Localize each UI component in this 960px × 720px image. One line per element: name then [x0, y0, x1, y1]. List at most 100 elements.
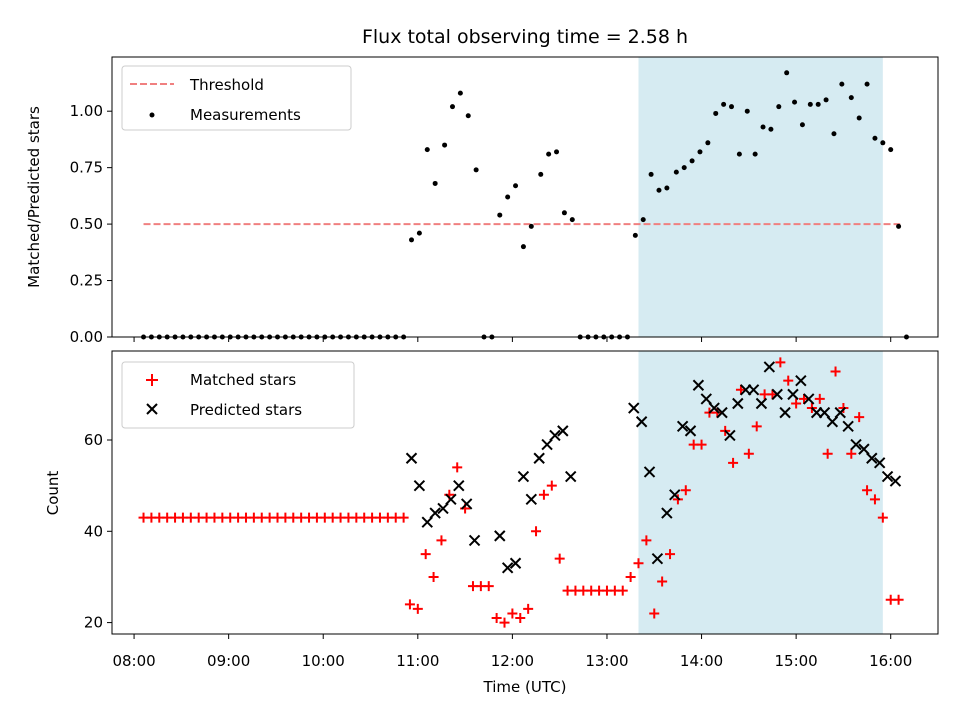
bottom-panel-data-layer: [138, 357, 904, 628]
measurement-point: [432, 180, 438, 186]
legend-measurements-swatch: [149, 112, 155, 118]
measurement-point: [449, 104, 455, 110]
predicted-star-point: [873, 457, 886, 469]
predicted-star-point: [708, 402, 720, 414]
matched-star-point: [554, 553, 565, 564]
predicted-star-point: [747, 384, 760, 396]
predicted-star-point: [628, 402, 640, 414]
measurement-point: [442, 142, 448, 148]
predicted-star-point: [437, 502, 449, 515]
y-tick-label: 20: [84, 614, 103, 632]
matched-star-point: [515, 613, 526, 624]
predicted-star-point: [850, 438, 862, 451]
bottom-legend-box: [121, 361, 355, 429]
measurement-point: [713, 110, 719, 116]
measurement-point: [673, 169, 679, 175]
matched-star-point: [499, 617, 510, 628]
matched-star-point: [404, 599, 415, 610]
y-tick-label: 40: [84, 522, 103, 540]
predicted-star-point: [509, 557, 522, 569]
measurement-point: [528, 223, 534, 229]
matched-star-point: [641, 535, 652, 546]
top-observing-window-span: [638, 57, 883, 337]
bottom-observing-window-span: [638, 351, 883, 634]
measurement-point: [681, 165, 687, 171]
measurement-point: [831, 131, 837, 137]
matched-star-point: [531, 526, 542, 537]
predicted-star-point: [494, 530, 506, 542]
x-tick-label: 14:00: [680, 652, 723, 670]
matched-star-point: [854, 412, 865, 423]
predicted-star-point: [460, 498, 473, 510]
measurement-point: [792, 99, 798, 105]
chart-title: Flux total observing time = 2.58 h: [362, 26, 688, 48]
matched-star-point: [483, 581, 494, 592]
matched-star-point: [877, 512, 888, 523]
legend-predicted-label: Predicted stars: [190, 401, 302, 419]
measurement-point: [729, 104, 734, 110]
measurement-point: [520, 244, 526, 250]
measurement-point: [697, 149, 703, 155]
measurement-point: [760, 124, 766, 130]
predicted-star-point: [881, 470, 894, 483]
matched-star-point: [507, 608, 518, 619]
measurement-point: [416, 230, 422, 236]
bottom-x-axis-label: Time (UTC): [483, 678, 567, 696]
matched-star-point: [814, 393, 825, 404]
matched-star-point: [538, 489, 549, 500]
matched-star-point: [862, 485, 873, 496]
measurement-point: [872, 135, 878, 141]
bottom-x-axis-ticks: 08:00 09:00 10:00 11:00 12:00 13:00 14:00 15:00…: [112, 634, 912, 670]
predicted-star-point: [889, 475, 902, 487]
legend-measurements-label: Measurements: [190, 106, 301, 124]
measurement-point: [546, 151, 552, 157]
measurement-point: [648, 171, 654, 177]
predicted-star-point: [453, 479, 465, 492]
predicted-star-point: [635, 416, 648, 428]
predicted-star-point: [795, 374, 807, 387]
matched-star-point: [830, 366, 841, 377]
measurement-point: [799, 122, 805, 128]
y-tick-label: 0.75: [70, 159, 103, 177]
measurement-point: [721, 101, 727, 107]
top-legend-box: [121, 65, 352, 131]
bottom-panel-frame: [111, 350, 939, 635]
matched-star-point: [751, 421, 762, 432]
top-y-axis-ticks: 0.00 0.25 0.50 0.75 1.00: [70, 102, 112, 346]
x-tick-label: 16:00: [869, 652, 912, 670]
matched-star-point: [822, 448, 833, 459]
matched-star-point: [412, 603, 423, 614]
predicted-star-point: [501, 562, 514, 574]
measurement-point: [705, 140, 711, 146]
predicted-star-point: [661, 507, 673, 519]
matched-star-point: [791, 398, 802, 409]
predicted-star-point: [525, 493, 538, 506]
top-x-axis-ticks: [133, 337, 892, 342]
measurement-point: [744, 108, 750, 114]
predicted-star-point: [834, 406, 846, 419]
predicted-star-point: [684, 425, 697, 437]
measurement-point: [569, 217, 575, 223]
predicted-star-point: [541, 438, 553, 451]
predicted-star-point: [517, 470, 530, 483]
predicted-star-point: [468, 534, 481, 547]
measurement-point: [880, 140, 886, 146]
x-tick-label: 08:00: [112, 652, 155, 670]
predicted-star-point: [405, 452, 418, 464]
measurement-point: [632, 232, 638, 238]
top-panel-frame: [111, 56, 939, 338]
measurement-point: [736, 151, 742, 157]
matched-star-point: [452, 462, 463, 473]
measurement-point: [856, 115, 862, 121]
predicted-star-point: [779, 406, 791, 419]
measurement-point: [554, 149, 560, 155]
matched-star-point: [420, 549, 431, 560]
legend-predicted-swatch: [146, 403, 158, 415]
matched-star-point: [680, 485, 691, 496]
predicted-star-point: [700, 393, 712, 405]
top-panel-data-layer: [141, 70, 909, 340]
predicted-star-point: [771, 388, 783, 401]
predicted-star-point: [858, 443, 870, 455]
matched-star-point: [775, 357, 786, 368]
